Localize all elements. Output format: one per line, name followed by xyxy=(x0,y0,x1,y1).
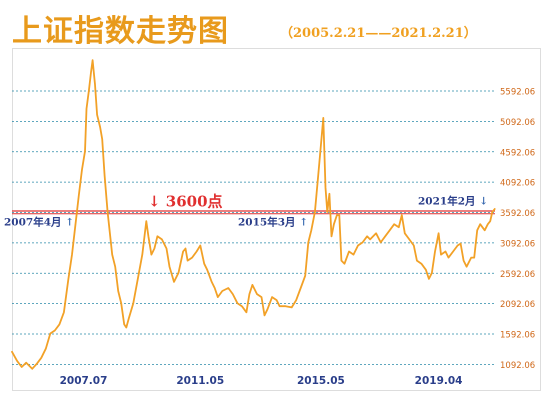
annotation-arrow: ↑ xyxy=(299,217,308,229)
y-tick-label: 1092.06 xyxy=(500,361,535,371)
threshold-label: ↓ 3600点 xyxy=(148,193,223,211)
threshold-text: 3600点 xyxy=(166,193,223,211)
title-bar: 上证指数走势图 （2005.2.21——2021.2.21） xyxy=(0,0,550,50)
x-tick-label: 2015.05 xyxy=(297,375,345,387)
x-tick-label: 2011.05 xyxy=(176,375,224,387)
y-tick-label: 2092.06 xyxy=(500,300,535,310)
annotation-text: 2015年3月 xyxy=(238,216,299,229)
annotation-text: 2021年2月 xyxy=(418,195,479,208)
y-tick-label: 5092.06 xyxy=(500,118,535,128)
annotation-label: 2007年4月 ↑ xyxy=(4,216,74,229)
annotation-arrow: ↓ xyxy=(479,196,488,208)
page-subtitle: （2005.2.21——2021.2.21） xyxy=(280,26,477,41)
annotation-label: 2015年3月 ↑ xyxy=(238,216,308,229)
page-title: 上证指数走势图 xyxy=(12,14,229,49)
y-tick-label: 1592.06 xyxy=(500,331,535,341)
annotation-arrow: ↑ xyxy=(65,217,74,229)
x-tick-label: 2019.04 xyxy=(415,375,463,387)
y-tick-label: 3092.06 xyxy=(500,239,535,249)
chart-frame xyxy=(12,48,541,391)
y-tick-label: 3592.06 xyxy=(500,209,535,219)
threshold-arrow: ↓ xyxy=(148,193,166,211)
annotation-label: 2021年2月 ↓ xyxy=(418,195,488,208)
y-tick-label: 4592.06 xyxy=(500,148,535,158)
x-tick-label: 2007.07 xyxy=(60,375,108,387)
y-tick-label: 5592.06 xyxy=(500,88,535,98)
y-tick-label: 2592.06 xyxy=(500,270,535,280)
index-series-line xyxy=(11,59,496,370)
y-tick-label: 4092.06 xyxy=(500,179,535,189)
annotation-text: 2007年4月 xyxy=(4,216,65,229)
